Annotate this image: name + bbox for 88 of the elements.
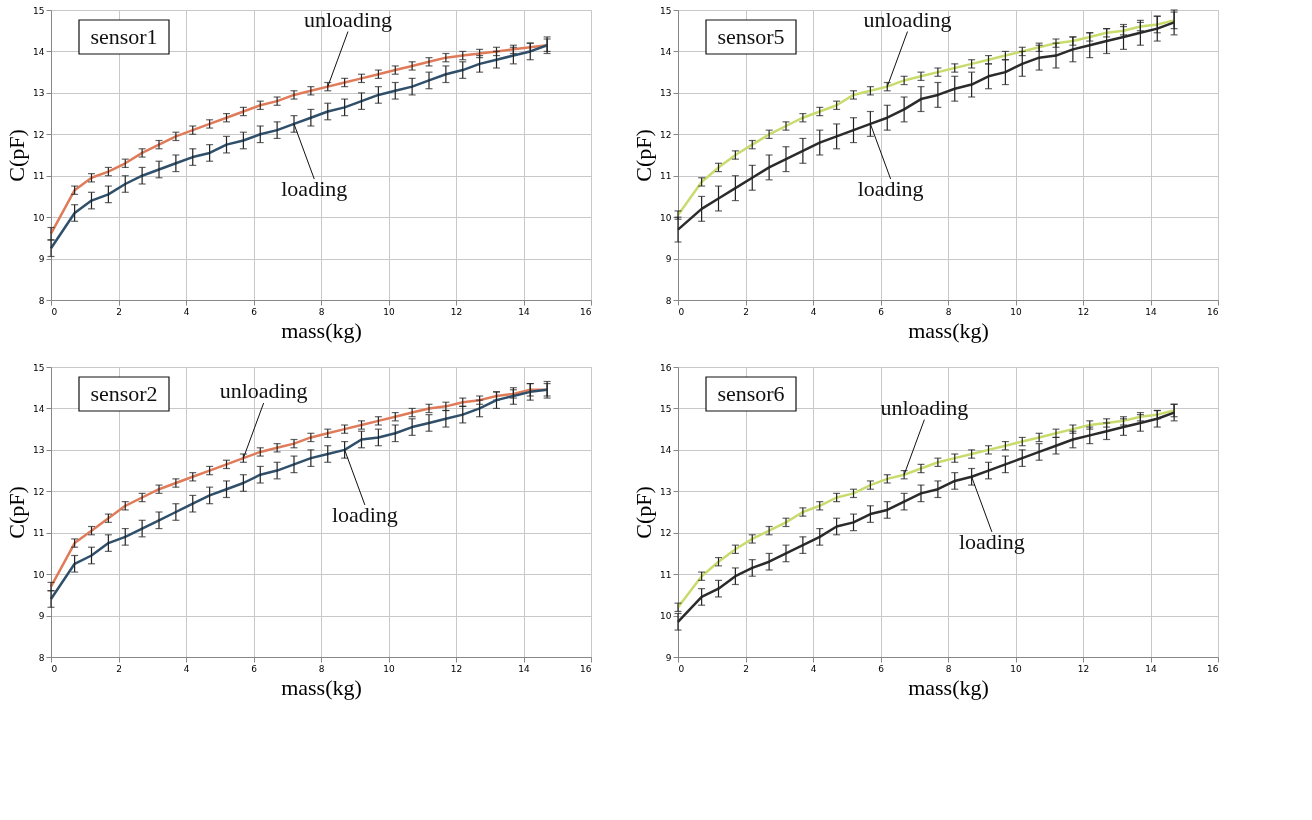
- x-tick-label: 4: [810, 663, 817, 674]
- x-tick-label: 14: [1145, 663, 1157, 674]
- x-tick-label: 8: [318, 306, 325, 317]
- text: sensor6: [717, 381, 785, 406]
- y-tick-label: 9: [38, 254, 45, 265]
- y-axis-title: C(pF): [4, 486, 30, 539]
- x-tick-label: 4: [810, 306, 817, 317]
- series-label: unloading: [880, 394, 969, 420]
- y-tick-label: 14: [660, 445, 672, 456]
- y-axis-title: C(pF): [631, 486, 657, 539]
- text: sensor1: [90, 24, 158, 49]
- x-tick-label: 16: [1207, 306, 1219, 317]
- x-tick-label: 6: [251, 306, 258, 317]
- series-label: unloading: [219, 378, 308, 404]
- y-tick-label: 10: [660, 611, 672, 622]
- y-tick-label: 15: [33, 5, 45, 16]
- x-tick-label: 12: [450, 663, 463, 674]
- x-tick-label: 8: [945, 306, 952, 317]
- x-tick-label: 0: [51, 306, 58, 317]
- x-tick-label: 6: [878, 663, 885, 674]
- x-tick-label: 10: [383, 663, 395, 674]
- x-tick-label: 10: [383, 306, 395, 317]
- y-tick-label: 9: [38, 611, 45, 622]
- y-axis-title: C(pF): [4, 129, 30, 182]
- y-tick-label: 13: [660, 486, 672, 497]
- y-tick-label: 15: [660, 5, 672, 16]
- y-tick-label: 9: [665, 254, 672, 265]
- x-axis-title: mass(kg): [281, 317, 362, 343]
- y-tick-label: 10: [660, 212, 672, 223]
- y-tick-label: 10: [33, 569, 45, 580]
- text: loading: [857, 176, 924, 202]
- y-tick-label: 11: [660, 171, 672, 182]
- x-tick-label: 10: [1010, 663, 1022, 674]
- x-tick-label: 10: [1010, 306, 1022, 317]
- y-tick-label: 14: [33, 403, 45, 414]
- x-tick-label: 2: [116, 306, 122, 317]
- y-tick-label: 8: [665, 295, 672, 306]
- y-tick-label: 12: [33, 486, 45, 497]
- text: loading: [331, 501, 398, 527]
- y-tick-label: 12: [660, 528, 672, 539]
- x-tick-label: 14: [1145, 306, 1157, 317]
- series-label: unloading: [304, 6, 392, 32]
- x-tick-label: 0: [678, 663, 685, 674]
- y-tick-label: 13: [33, 445, 45, 456]
- x-tick-label: 4: [183, 306, 190, 317]
- x-tick-label: 0: [678, 306, 685, 317]
- y-tick-label: 10: [33, 212, 45, 223]
- text: sensor5: [717, 24, 785, 49]
- x-tick-label: 2: [743, 663, 749, 674]
- x-tick-label: 14: [518, 663, 530, 674]
- x-tick-label: 12: [1077, 663, 1090, 674]
- x-tick-label: 12: [450, 306, 463, 317]
- x-tick-label: 2: [743, 306, 749, 317]
- x-tick-label: 2: [116, 663, 122, 674]
- x-tick-label: 16: [580, 306, 592, 317]
- text: loading: [958, 528, 1025, 554]
- x-tick-label: 16: [1207, 663, 1219, 674]
- x-tick-label: 12: [1077, 306, 1090, 317]
- y-tick-label: 16: [660, 362, 672, 373]
- y-tick-label: 13: [33, 88, 45, 99]
- x-tick-label: 6: [251, 663, 258, 674]
- y-tick-label: 11: [33, 528, 45, 539]
- y-tick-label: 13: [660, 88, 672, 99]
- y-tick-label: 15: [660, 403, 672, 414]
- y-tick-label: 12: [33, 129, 45, 140]
- x-tick-label: 8: [945, 663, 952, 674]
- x-tick-label: 4: [183, 663, 190, 674]
- y-tick-label: 9: [665, 652, 672, 663]
- x-axis-title: mass(kg): [281, 674, 362, 700]
- x-tick-label: 0: [51, 663, 58, 674]
- y-tick-label: 12: [660, 129, 672, 140]
- y-tick-label: 14: [660, 46, 672, 57]
- y-tick-label: 8: [38, 652, 45, 663]
- text: sensor2: [90, 381, 158, 406]
- y-tick-label: 11: [33, 171, 45, 182]
- series-label: unloading: [863, 6, 952, 32]
- x-tick-label: 14: [518, 306, 530, 317]
- y-tick-label: 8: [38, 295, 45, 306]
- y-axis-title: C(pF): [631, 129, 657, 182]
- y-tick-label: 14: [33, 46, 45, 57]
- y-tick-label: 11: [660, 569, 672, 580]
- x-tick-label: 8: [318, 663, 325, 674]
- y-tick-label: 15: [33, 362, 45, 373]
- text: loading: [281, 176, 348, 202]
- x-tick-label: 16: [580, 663, 592, 674]
- x-axis-title: mass(kg): [908, 317, 989, 343]
- x-axis-title: mass(kg): [908, 674, 989, 700]
- x-tick-label: 6: [878, 306, 885, 317]
